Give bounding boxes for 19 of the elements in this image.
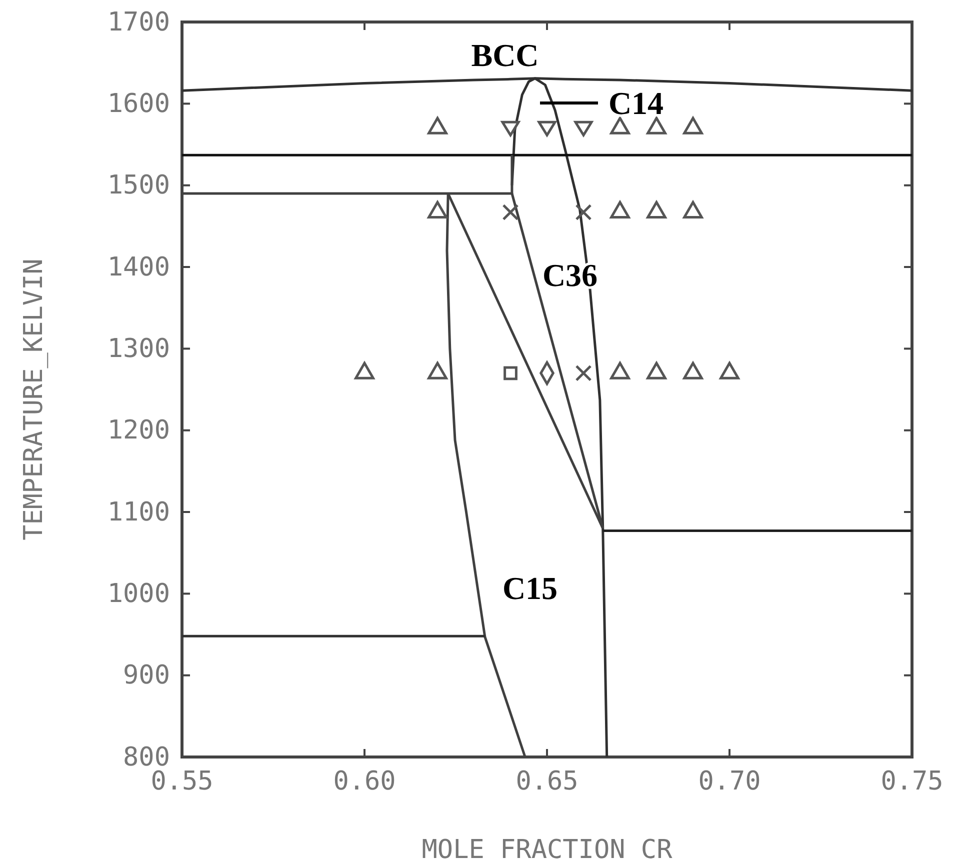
y-tick-label: 1500: [107, 170, 170, 201]
x-tick-label: 0.70: [698, 766, 761, 796]
annotation: C15: [502, 570, 558, 606]
x-axis-title: MOLE FRACTION CR: [422, 835, 673, 864]
y-tick-label: 1700: [107, 7, 170, 38]
x-tick-label: 0.75: [880, 766, 944, 796]
y-axis-title: TEMPERATURE_KELVIN: [19, 258, 49, 540]
annotation: C14: [608, 85, 664, 121]
y-tick-label: 1400: [107, 252, 170, 282]
y-tick-label: 1200: [107, 416, 170, 446]
x-tick-label: 0.55: [150, 766, 214, 796]
annotation: BCC: [471, 37, 539, 73]
x-tick-label: 0.60: [333, 766, 396, 796]
y-tick-label: 1000: [107, 578, 170, 609]
y-tick-label: 1300: [107, 334, 170, 364]
y-tick-label: 1100: [107, 497, 170, 528]
y-tick-label: 1600: [107, 88, 170, 119]
x-tick-label: 0.65: [516, 766, 578, 796]
y-tick-label: 900: [123, 660, 170, 691]
